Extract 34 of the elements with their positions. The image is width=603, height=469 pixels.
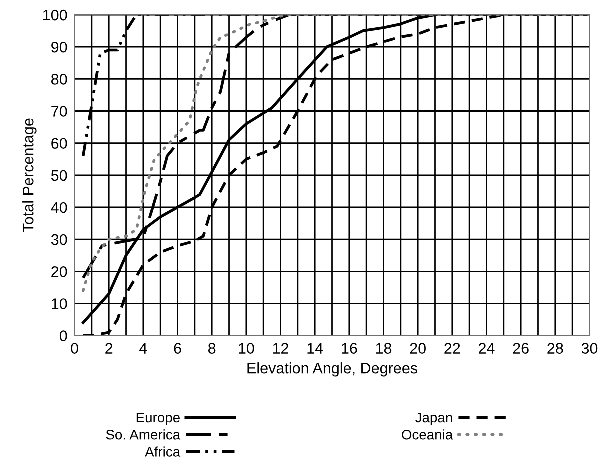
legend-label: Japan <box>416 412 452 426</box>
x-tick-label: 16 <box>342 343 358 354</box>
y-tick-label: 20 <box>52 266 68 278</box>
y-tick-label: 80 <box>52 74 68 85</box>
x-axis-title: Elevation Angle, Degrees <box>248 362 418 377</box>
x-tick-label: 26 <box>513 343 529 354</box>
y-tick-label: 30 <box>51 234 68 246</box>
x-tick-label: 4 <box>140 343 148 354</box>
y-axis-title: Total Percentage <box>22 118 37 232</box>
x-tick-label: 6 <box>174 343 182 354</box>
x-tick-label: 12 <box>273 343 288 354</box>
y-tick-label: 70 <box>52 106 68 117</box>
y-tick-label: 60 <box>52 138 68 150</box>
x-tick-label: 24 <box>479 343 495 354</box>
y-tick-label: 0 <box>60 330 68 342</box>
legend-label: Europe <box>136 412 180 426</box>
x-tick-label: 20 <box>410 343 426 354</box>
legend-label: Africa <box>145 446 181 457</box>
x-tick-label: 18 <box>376 343 392 354</box>
x-tick-label: 28 <box>548 343 564 354</box>
y-tick-label: 50 <box>51 170 68 182</box>
y-tick-label: 100 <box>44 10 68 21</box>
y-tick-label: 10 <box>52 298 68 310</box>
legend-label: So. America <box>106 430 181 440</box>
x-tick-label: 2 <box>106 343 113 354</box>
x-tick-label: 10 <box>239 343 254 354</box>
legend-label: Oceania <box>402 430 454 440</box>
y-tick-label: 90 <box>52 42 68 53</box>
x-tick-label: 14 <box>308 343 324 354</box>
x-tick-label: 0 <box>71 343 78 354</box>
x-tick-label: 8 <box>208 343 216 354</box>
y-tick-label: 40 <box>51 202 68 214</box>
x-tick-label: 30 <box>582 343 598 354</box>
x-tick-label: 22 <box>444 343 460 354</box>
